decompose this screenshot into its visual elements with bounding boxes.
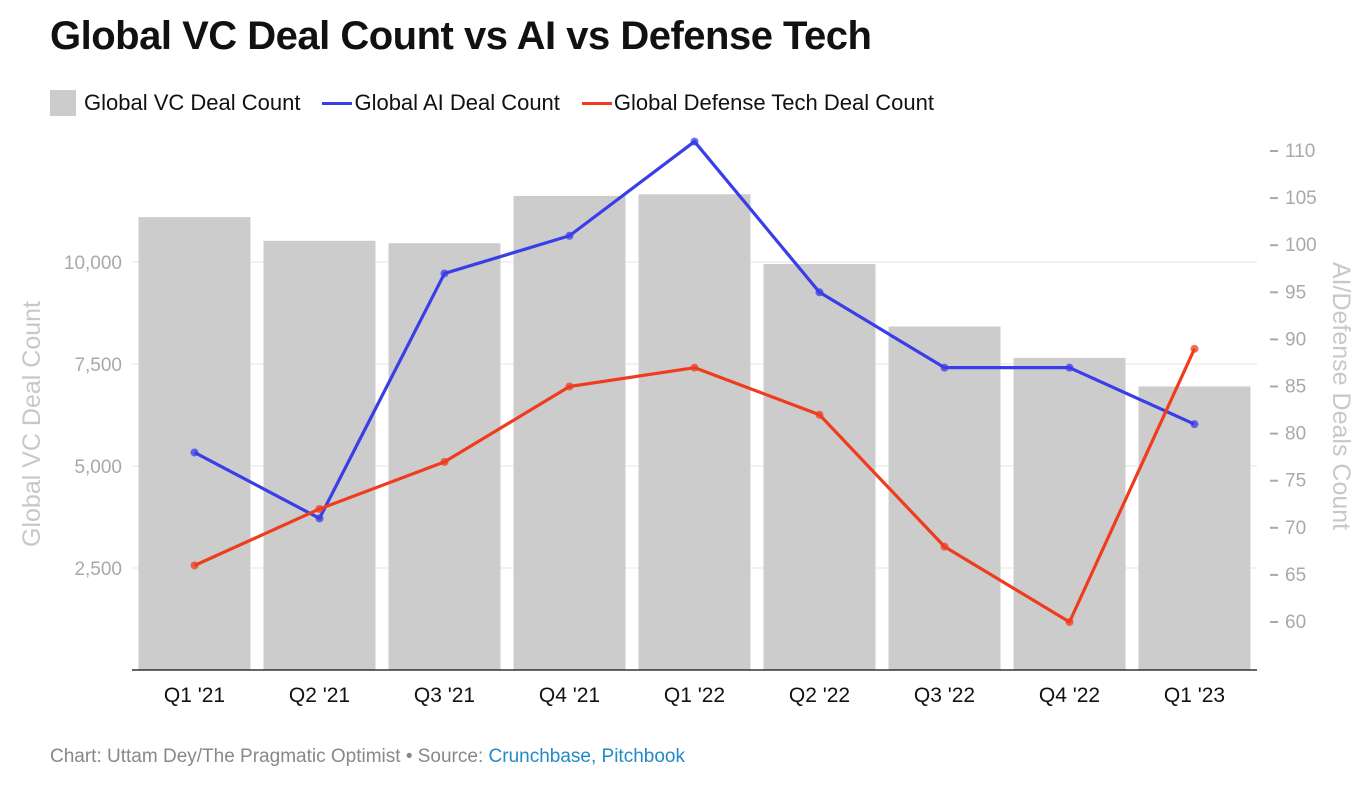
legend-item-ai: Global AI Deal Count bbox=[322, 90, 560, 116]
chart-legend: Global VC Deal Count Global AI Deal Coun… bbox=[50, 88, 956, 118]
legend-label-vc: Global VC Deal Count bbox=[84, 90, 301, 115]
point-ai-deal-count bbox=[565, 231, 574, 240]
chart-footer: Chart: Uttam Dey/The Pragmatic Optimist … bbox=[50, 746, 685, 768]
y-left-axis-title: Global VC Deal Count bbox=[18, 301, 46, 547]
x-tick-label: Q1 '23 bbox=[1164, 684, 1225, 707]
y-right-axis-title: AI/Defense Deals Count bbox=[1327, 262, 1355, 530]
y-right-tick-label: 60 bbox=[1285, 612, 1306, 633]
point-defense-deal-count bbox=[690, 363, 699, 372]
x-tick-label: Q1 '21 bbox=[164, 684, 225, 707]
x-tick-label: Q2 '22 bbox=[789, 684, 850, 707]
point-defense-deal-count bbox=[1190, 344, 1199, 353]
bar-vc-deal-count bbox=[763, 264, 876, 670]
legend-label-ai: Global AI Deal Count bbox=[354, 90, 560, 115]
point-ai-deal-count bbox=[1190, 420, 1199, 429]
footer-credit: Chart: Uttam Dey/The Pragmatic Optimist … bbox=[50, 746, 489, 767]
point-ai-deal-count bbox=[815, 288, 824, 297]
point-defense-deal-count bbox=[940, 542, 949, 551]
x-tick-label: Q4 '22 bbox=[1039, 684, 1100, 707]
legend-item-vc: Global VC Deal Count bbox=[50, 90, 300, 116]
x-tick-label: Q4 '21 bbox=[539, 684, 600, 707]
bar-vc-deal-count bbox=[888, 326, 1001, 670]
y-left-tick-label: 5,000 bbox=[74, 457, 122, 478]
x-tick-label: Q1 '22 bbox=[664, 684, 725, 707]
legend-swatch-ai bbox=[322, 101, 353, 105]
point-ai-deal-count bbox=[1065, 363, 1074, 372]
footer-source-link[interactable]: Crunchbase, Pitchbook bbox=[488, 746, 685, 767]
bar-vc-deal-count bbox=[138, 217, 251, 670]
y-right-tick-label: 90 bbox=[1285, 329, 1306, 350]
y-right-tick-label: 80 bbox=[1285, 424, 1306, 445]
point-ai-deal-count bbox=[440, 269, 449, 278]
y-right-tick-label: 70 bbox=[1285, 518, 1306, 539]
legend-label-defense: Global Defense Tech Deal Count bbox=[613, 90, 934, 115]
legend-swatch-defense bbox=[581, 101, 612, 105]
y-right-tick-label: 100 bbox=[1285, 235, 1317, 256]
y-right-tick-label: 65 bbox=[1285, 565, 1306, 586]
point-defense-deal-count bbox=[190, 561, 199, 570]
bar-vc-deal-count bbox=[388, 243, 501, 670]
bar-vc-deal-count bbox=[1138, 386, 1251, 670]
y-left-tick-label: 7,500 bbox=[74, 355, 122, 376]
y-left-tick-label: 2,500 bbox=[74, 559, 122, 580]
y-right-tick-label: 85 bbox=[1285, 377, 1306, 398]
bar-vc-deal-count bbox=[513, 195, 626, 671]
bar-vc-deal-count bbox=[1013, 357, 1126, 670]
legend-swatch-vc bbox=[50, 90, 76, 116]
x-tick-label: Q3 '22 bbox=[914, 684, 975, 707]
chart-plot: 2,500 5,000 7,500 10,000 60 65 70 75 80 85 90 95 100… bbox=[18, 137, 1355, 707]
point-ai-deal-count bbox=[315, 514, 324, 523]
point-defense-deal-count bbox=[815, 410, 824, 419]
x-tick-label: Q2 '21 bbox=[289, 684, 350, 707]
y-right-tick-label: 95 bbox=[1285, 282, 1306, 303]
legend-item-defense: Global Defense Tech Deal Count bbox=[581, 90, 934, 116]
point-defense-deal-count bbox=[565, 382, 574, 391]
point-defense-deal-count bbox=[315, 504, 324, 513]
bar-vc-deal-count bbox=[638, 194, 751, 670]
point-defense-deal-count bbox=[1065, 618, 1074, 626]
point-ai-deal-count bbox=[190, 448, 199, 457]
y-right-tick-label: 75 bbox=[1285, 471, 1306, 492]
y-right-tick-label: 105 bbox=[1285, 188, 1317, 209]
point-ai-deal-count bbox=[940, 363, 949, 372]
y-right-tick-label: 110 bbox=[1285, 141, 1315, 162]
point-defense-deal-count bbox=[440, 457, 449, 466]
chart-title: Global VC Deal Count vs AI vs Defense Te… bbox=[50, 14, 872, 58]
point-ai-deal-count bbox=[690, 137, 699, 146]
x-tick-label: Q3 '21 bbox=[414, 684, 475, 707]
bar-vc-deal-count bbox=[263, 240, 376, 670]
y-left-tick-label: 10,000 bbox=[64, 253, 122, 274]
